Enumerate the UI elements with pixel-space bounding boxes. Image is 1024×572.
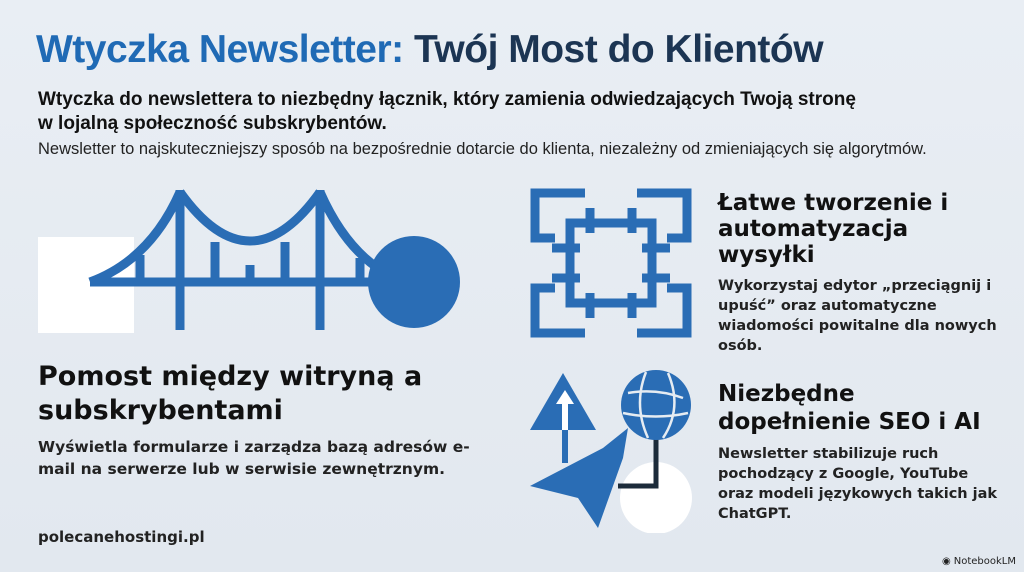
- globe-network-icon: [530, 370, 692, 533]
- page-title: Wtyczka Newsletter: Twój Most do Klientó…: [36, 28, 824, 72]
- footer-site: polecanehostingi.pl: [38, 528, 205, 546]
- notebooklm-logo-icon: ◉: [942, 556, 951, 567]
- brand-watermark: ◉ NotebookLM: [942, 556, 1016, 567]
- title-part-2: Twój Most do Klientów: [413, 28, 824, 71]
- section-heading-automation: Łatwe tworzenie i automatyzacja wysyłki: [718, 190, 949, 268]
- subtitle: Newsletter to najskuteczniejszy sposób n…: [38, 140, 927, 158]
- section-text-bridge: Wyświetla formularze i zarządza bazą adr…: [38, 438, 470, 478]
- brand-label: NotebookLM: [953, 556, 1016, 567]
- section-heading-bridge: Pomost między witryną a subskrybentami: [38, 361, 423, 426]
- section-text-seo: Newsletter stabilizuje ruch pochodzący z…: [718, 446, 998, 522]
- interlocking-squares-icon: [530, 188, 692, 338]
- lead-text: Wtyczka do newslettera to niezbędny łącz…: [38, 89, 856, 134]
- title-part-1: Wtyczka Newsletter:: [36, 28, 404, 71]
- section-text-automation: Wykorzystaj edytor „przeciągnij i upuść”…: [718, 278, 997, 354]
- section-heading-seo: Niezbędne dopełnienie SEO i AI: [718, 381, 981, 435]
- bridge-icon: [38, 189, 460, 333]
